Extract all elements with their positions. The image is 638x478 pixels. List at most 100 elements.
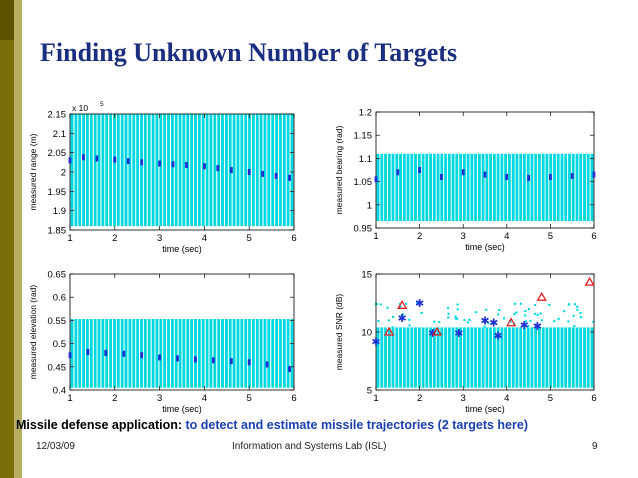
snr-ytick-label: 15 [361,270,372,281]
snr-clutter-point [524,314,527,317]
elevation-clutter-column [217,319,221,388]
bearing-track-point [396,169,400,176]
bearing-track-point [440,174,443,180]
snr-clutter-column [440,327,444,388]
snr-clutter-point [498,309,501,311]
bearing-clutter-column [519,153,523,222]
elevation-clutter-column [147,319,151,388]
snr-clutter-column [560,327,564,388]
bearing-clutter-column [447,153,451,222]
bearing-clutter-column [485,153,489,222]
range-clutter-column [171,114,174,227]
range-track-point [95,155,99,162]
range-xtick-label: 3 [157,233,162,244]
elevation-clutter-column [286,319,290,388]
elevation-clutter-column [255,319,259,388]
bearing-clutter-column [451,153,455,222]
range-clutter-column [190,114,193,227]
range-clutter-column [267,114,271,227]
range-clutter-column [244,114,248,227]
elevation-clutter-column [151,319,155,388]
snr-clutter-point [579,312,582,315]
range-exponent: x 10 [72,103,88,113]
elevation-clutter-column [225,319,228,388]
snr-clutter-column [530,327,534,388]
snr-ytick-label: 5 [367,386,372,397]
snr-clutter-column [429,327,432,388]
snr-clutter-column [463,327,466,388]
range-clutter-column [128,114,132,227]
snr-ylabel: measured SNR (dB) [334,294,344,371]
snr-ytick-label: 10 [361,328,372,339]
snr-clutter-column [549,327,553,388]
snr-track: ✱✱✱✱ ✱✱ ✱✱✱ ✱ [371,297,542,348]
snr-clutter-point [454,315,457,318]
snr-clutter-column [504,327,507,388]
snr-target-triangle [431,326,443,336]
elevation-ytick-label: 0.4 [53,386,66,397]
footer-date: 12/03/09 [36,441,75,452]
elevation-clutter-column [97,319,101,388]
snr-clutter-point [553,320,556,323]
elevation-clutter-column [236,319,240,388]
bearing-clutter-column [391,153,395,222]
bearing-clutter-column [504,153,507,222]
bearing-clutter [376,153,594,222]
bearing-clutter-column [590,153,594,222]
snr-track-star: ✱ [371,335,380,348]
range-xtick-label: 4 [202,233,207,244]
snr-clutter-point [557,317,560,320]
elevation-clutter-column [282,319,286,388]
elevation-clutter-column [167,319,170,388]
range-clutter-column [113,114,116,227]
snr-clutter-point [502,317,506,320]
snr-clutter-column [380,327,384,388]
snr-clutter-point [408,318,411,321]
snr-clutter-column [451,327,455,388]
range-xtick-label: 1 [67,233,72,244]
elevation-ytick-label: 0.5 [53,339,66,350]
bearing-ytick-label: 1.15 [354,131,373,142]
snr-clutter-point [573,303,576,306]
snr-clutter-column [414,327,417,388]
bearing-track-point [592,171,596,178]
elevation-clutter-column [101,319,105,388]
bearing-clutter-column [440,153,444,222]
bearing-clutter-column [560,153,564,222]
range-ytick-label: 2.15 [48,110,67,121]
bearing-clutter-column [575,153,579,222]
elevation-ytick-label: 0.65 [48,270,67,281]
range-clutter-column [174,114,178,227]
bearing-ytick-label: 1.1 [359,154,372,165]
snr-clutter-point [509,320,512,323]
bearing-clutter-column [523,153,526,222]
sidebar-top-accent [0,0,14,40]
elevation-track-point [140,352,144,359]
range-clutter-column [263,114,267,227]
snr-clutter-column [395,327,399,388]
snr-clutter-column [526,327,530,388]
snr-clutter-point [519,302,522,305]
range-track-point [247,169,251,175]
snr-clutter-column [545,327,549,388]
range-ytick-label: 1.9 [53,206,66,217]
snr-clutter-column [575,327,579,388]
bearing-clutter-column [538,153,541,222]
snr-clutter-column [579,327,583,388]
elevation-clutter-column [174,319,178,388]
range-track-point [68,157,72,164]
snr-track-star: ✱ [480,314,489,327]
bearing-clutter-column [545,153,549,222]
snr-clutter-point [379,303,382,306]
snr-clutter-point [534,304,537,306]
range-plot: 1.85 1.9 1.95 2 2.05 2.1 2.15 1 2 3 4 5 6 time (sec) m… [12,100,302,260]
range-clutter-column [286,114,290,227]
snr-clutter-point [527,308,530,311]
range-clutter-column [167,114,170,227]
snr-clutter-column [474,327,477,388]
range-clutter-column [201,114,205,227]
snr-clutter-point [576,305,579,308]
range-ytick-label: 2.05 [48,148,67,159]
elevation-track-point [122,350,126,357]
